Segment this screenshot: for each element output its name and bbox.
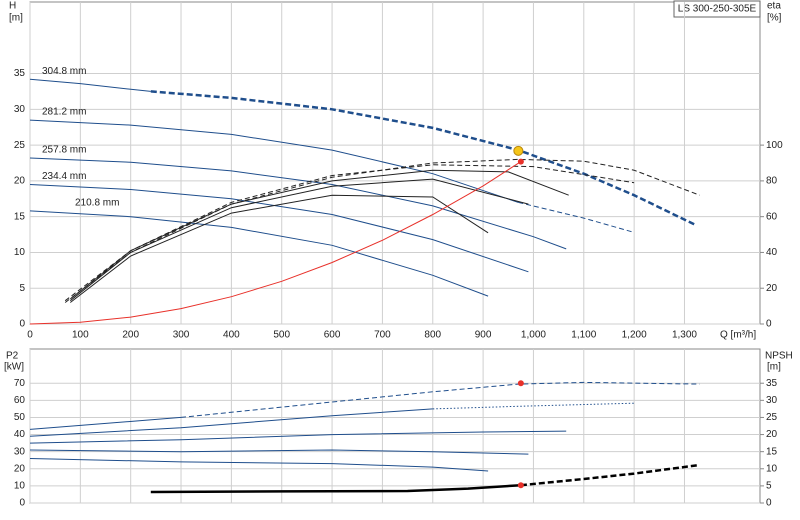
x-tick-label: 1,200	[622, 330, 647, 341]
y-axis-unit: [m]	[9, 13, 23, 24]
y-tick-label: 15	[14, 211, 26, 222]
curve-label: 210.8 mm	[75, 198, 119, 209]
y2-tick-label: 0	[766, 319, 772, 330]
y2-tick-label: 20	[766, 283, 778, 294]
y2-tick-label: 5	[766, 481, 772, 492]
curve	[180, 381, 700, 418]
y2-tick-label: 35	[766, 378, 778, 389]
y2-axis-label: NPSH	[765, 351, 793, 362]
curve	[29, 210, 489, 297]
plot-frame	[29, 348, 761, 504]
y-axis-label: P2	[6, 351, 19, 362]
curve	[150, 483, 521, 494]
y-tick-label: 20	[14, 176, 26, 187]
curve	[64, 158, 700, 303]
model-box	[673, 0, 761, 18]
curve	[29, 184, 529, 273]
y-tick-label: 30	[14, 446, 26, 457]
y2-tick-label: 40	[766, 247, 778, 258]
y-tick-label: 10	[14, 247, 26, 258]
y2-tick-label: 20	[766, 429, 778, 440]
y2-tick-label: 100	[766, 140, 783, 151]
y-tick-label: 0	[19, 498, 25, 509]
curve	[29, 119, 519, 203]
curve-label: 304.8 mm	[42, 66, 86, 77]
operating-point	[517, 482, 524, 489]
curve	[432, 402, 635, 410]
curve	[29, 430, 567, 444]
y2-axis-label: eta	[767, 1, 781, 12]
y2-tick-label: 25	[766, 412, 778, 423]
x-tick-label: 1,300	[672, 330, 697, 341]
y-tick-label: 35	[14, 68, 26, 79]
x-tick-label: 1,000	[521, 330, 546, 341]
curve	[150, 90, 696, 226]
y-tick-label: 5	[19, 283, 25, 294]
y2-tick-label: 80	[766, 176, 778, 187]
y2-tick-label: 60	[766, 211, 778, 222]
y-axis-unit: [kW]	[4, 362, 24, 373]
x-tick-label: 200	[122, 330, 139, 341]
x-tick-label: 500	[273, 330, 290, 341]
y-tick-label: 25	[14, 140, 26, 151]
curve-label: 257.8 mm	[42, 145, 86, 156]
operating-point	[517, 380, 524, 387]
x-tick-label: 800	[424, 330, 441, 341]
curve	[29, 416, 182, 430]
y2-tick-label: 30	[766, 395, 778, 406]
curve	[29, 449, 529, 455]
y2-tick-label: 10	[766, 463, 778, 474]
operating-point	[513, 145, 524, 156]
operating-point	[517, 158, 524, 165]
x-tick-label: 700	[374, 330, 391, 341]
curve	[69, 194, 489, 303]
y-tick-label: 30	[14, 104, 26, 115]
curve	[29, 157, 567, 250]
x-tick-label: 600	[324, 330, 341, 341]
y-tick-label: 10	[14, 481, 26, 492]
curve-label: 234.4 mm	[42, 171, 86, 182]
y-axis-label: H	[9, 1, 16, 12]
y-tick-label: 60	[14, 395, 26, 406]
curve-label: 281.2 mm	[42, 107, 86, 118]
x-tick-label: 400	[223, 330, 240, 341]
curve	[69, 178, 529, 302]
x-tick-label: 1,100	[571, 330, 596, 341]
x-tick-label: 900	[475, 330, 492, 341]
y2-axis-unit: [m]	[767, 362, 781, 373]
y-tick-label: 70	[14, 378, 26, 389]
y-tick-label: 40	[14, 429, 26, 440]
x-axis-label: Q [m³/h]	[720, 330, 756, 341]
y-tick-label: 20	[14, 463, 26, 474]
curve	[29, 161, 522, 325]
curve	[69, 169, 569, 300]
y2-axis-unit: [%]	[767, 13, 782, 24]
y2-tick-label: 0	[766, 498, 772, 509]
y-tick-label: 50	[14, 412, 26, 423]
x-tick-label: 0	[27, 330, 33, 341]
chart-title: LS 300-250-305E	[678, 4, 757, 15]
y-tick-label: 0	[19, 319, 25, 330]
curve	[29, 78, 151, 92]
curve	[29, 408, 433, 437]
curve	[518, 201, 635, 233]
x-tick-label: 100	[72, 330, 89, 341]
y2-tick-label: 15	[766, 446, 778, 457]
curve	[520, 463, 700, 487]
curve	[29, 458, 489, 472]
x-tick-label: 300	[173, 330, 190, 341]
